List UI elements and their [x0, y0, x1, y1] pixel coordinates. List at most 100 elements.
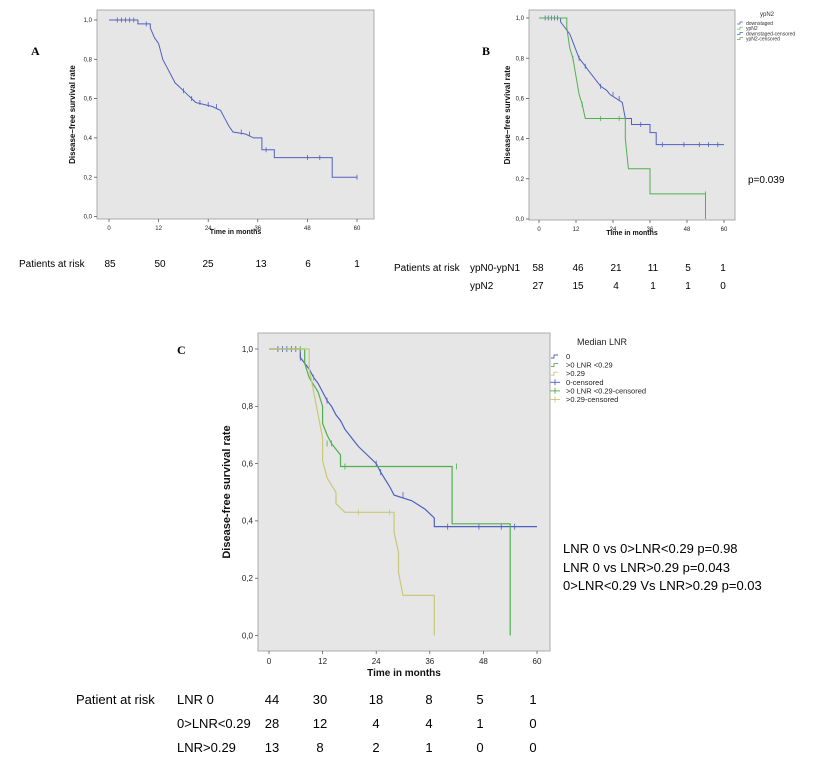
risk-table-cell: 4: [425, 716, 433, 731]
chart-c-ytick-label: 0,2: [242, 574, 254, 583]
chart-a-series-line: [109, 19, 357, 178]
chart-a-ytick-label: 0,2: [84, 175, 93, 181]
risk-table-cell: 13: [264, 740, 280, 755]
chart-b-ytick-label: 0,0: [516, 217, 525, 223]
risk-table-label: Patients at risk: [394, 263, 460, 274]
risk-table-label: Patients at risk: [19, 259, 85, 270]
risk-table-cell: 13: [255, 259, 267, 270]
chart-c-x-axis-title: Time in months: [367, 668, 441, 679]
chart-c-legend-entry: >0.29-censored: [566, 395, 618, 404]
chart-b-ytick-label: 0,4: [516, 137, 525, 143]
chart-b-legend-entry: ypN2-censored: [746, 37, 780, 43]
risk-table-cell: 21: [610, 263, 622, 274]
risk-table-cell: 8: [425, 692, 433, 707]
chart-c-legend-entry: >0 LNR <0.29-censored: [566, 386, 646, 395]
risk-table-cell: 44: [264, 692, 280, 707]
risk-table-cell: 1: [529, 692, 537, 707]
risk-table-cell: 85: [104, 259, 116, 270]
chart-a-ytick-label: 0,6: [84, 97, 93, 103]
risk-table-cell: 1: [720, 263, 726, 274]
risk-table-group-name: LNR 0: [177, 692, 214, 707]
chart-c-legend-entry: >0.29: [566, 369, 585, 378]
risk-table-cell: 15: [572, 281, 584, 292]
chart-c-xtick-label: 0: [267, 657, 272, 666]
chart-c-xtick-label: 36: [425, 657, 434, 666]
chart-c-legend-entry: 0: [566, 352, 570, 361]
risk-table-cell: 28: [264, 716, 280, 731]
chart-a-xtick-label: 0: [107, 226, 111, 232]
risk-table-cell: 1: [650, 281, 656, 292]
chart-c-xtick-label: 12: [318, 657, 327, 666]
chart-b-ytick-label: 1,0: [516, 16, 525, 22]
chart-c-xtick-label: 60: [533, 657, 542, 666]
chart-c-ytick-label: 0,4: [242, 517, 254, 526]
chart-b-ytick-label: 0,6: [516, 97, 525, 103]
chart-c-series-line: [269, 348, 511, 636]
risk-table-cell: 46: [572, 263, 584, 274]
panel-b-p-value: p=0.039: [748, 175, 785, 186]
risk-table-cell: 5: [685, 263, 691, 274]
risk-table-cell: 4: [372, 716, 380, 731]
chart-a-x-axis-title: Time in months: [210, 229, 262, 236]
chart-b-xtick-label: 48: [684, 227, 691, 233]
chart-c-y-axis-title: Disease-free survival rate: [221, 425, 233, 558]
chart-c-legend-title: Median LNR: [577, 337, 628, 347]
risk-table-cell: 2: [372, 740, 380, 755]
chart-b-xtick-label: 60: [721, 227, 728, 233]
risk-table-label: Patient at risk: [76, 692, 155, 707]
chart-c-legend-swatch: [551, 354, 558, 359]
risk-table-group-name: ypN2: [470, 281, 494, 292]
chart-b-y-axis-title: Disease–free survival rate: [503, 65, 512, 164]
chart-b-legend-swatch: [737, 32, 743, 35]
chart-b-xtick-label: 24: [610, 227, 617, 233]
chart-b-legend-entry: ypN2: [746, 26, 758, 32]
risk-table-cell: 0: [476, 740, 484, 755]
chart-b-x-axis-title: Time in months: [606, 230, 658, 237]
chart-a-xtick-label: 12: [155, 226, 162, 232]
chart-c-legend-entry: 0-censored: [566, 378, 604, 387]
risk-table-cell: 5: [476, 692, 484, 707]
chart-c-ytick-label: 0,0: [242, 631, 254, 640]
chart-c-ytick-label: 1,0: [242, 345, 254, 354]
chart-a-plot-area: [96, 9, 375, 220]
chart-a-xtick-label: 24: [205, 226, 212, 232]
chart-b-ytick-label: 0,2: [516, 177, 525, 183]
risk-table-cell: 50: [154, 259, 166, 270]
risk-table-cell: 0: [529, 740, 537, 755]
chart-b-xtick-label: 0: [537, 227, 541, 233]
panel-c-comparison-3: 0>LNR<0.29 Vs LNR>0.29 p=0.03: [563, 578, 762, 593]
chart-b-ytick-label: 0,8: [516, 56, 525, 62]
chart-b-legend-entry: downstaged-censored: [746, 31, 795, 37]
risk-table-cell: 1: [476, 716, 484, 731]
chart-c-ytick-label: 0,6: [242, 459, 254, 468]
chart-c-legend-entry: >0 LNR <0.29: [566, 361, 613, 370]
chart-c-legend-swatch: [551, 371, 558, 376]
risk-table-cell: 58: [532, 263, 544, 274]
risk-table-cell: 6: [305, 259, 311, 270]
risk-table-cell: 1: [354, 259, 360, 270]
chart-c-series-line: [269, 348, 435, 636]
chart-a-ytick-label: 0,8: [84, 57, 93, 63]
risk-table-cell: 8: [316, 740, 324, 755]
risk-table-cell: 27: [532, 281, 544, 292]
chart-a-ytick-label: 1,0: [84, 18, 93, 24]
risk-table-cell: 25: [202, 259, 214, 270]
risk-table-cell: 1: [425, 740, 433, 755]
panel-c-comparison-2: LNR 0 vs LNR>0.29 p=0.043: [563, 560, 730, 575]
chart-b-plot-area: [528, 9, 736, 221]
chart-b-xtick-label: 12: [573, 227, 580, 233]
chart-a-ytick-label: 0,4: [84, 136, 93, 142]
risk-table-cell: 30: [312, 692, 328, 707]
chart-b-legend-swatch: [737, 26, 743, 30]
risk-table-cell: 12: [312, 716, 328, 731]
chart-b-xtick-label: 36: [647, 227, 654, 233]
chart-a-y-axis-title: Disease–free survival rate: [68, 65, 77, 164]
chart-b-legend-entry: downstaged: [746, 21, 773, 27]
chart-a-xtick-label: 48: [304, 226, 311, 232]
chart-c-xtick-label: 24: [372, 657, 381, 666]
risk-table-group-name: 0>LNR<0.29: [177, 716, 251, 731]
panel-c-label: C: [177, 343, 186, 357]
